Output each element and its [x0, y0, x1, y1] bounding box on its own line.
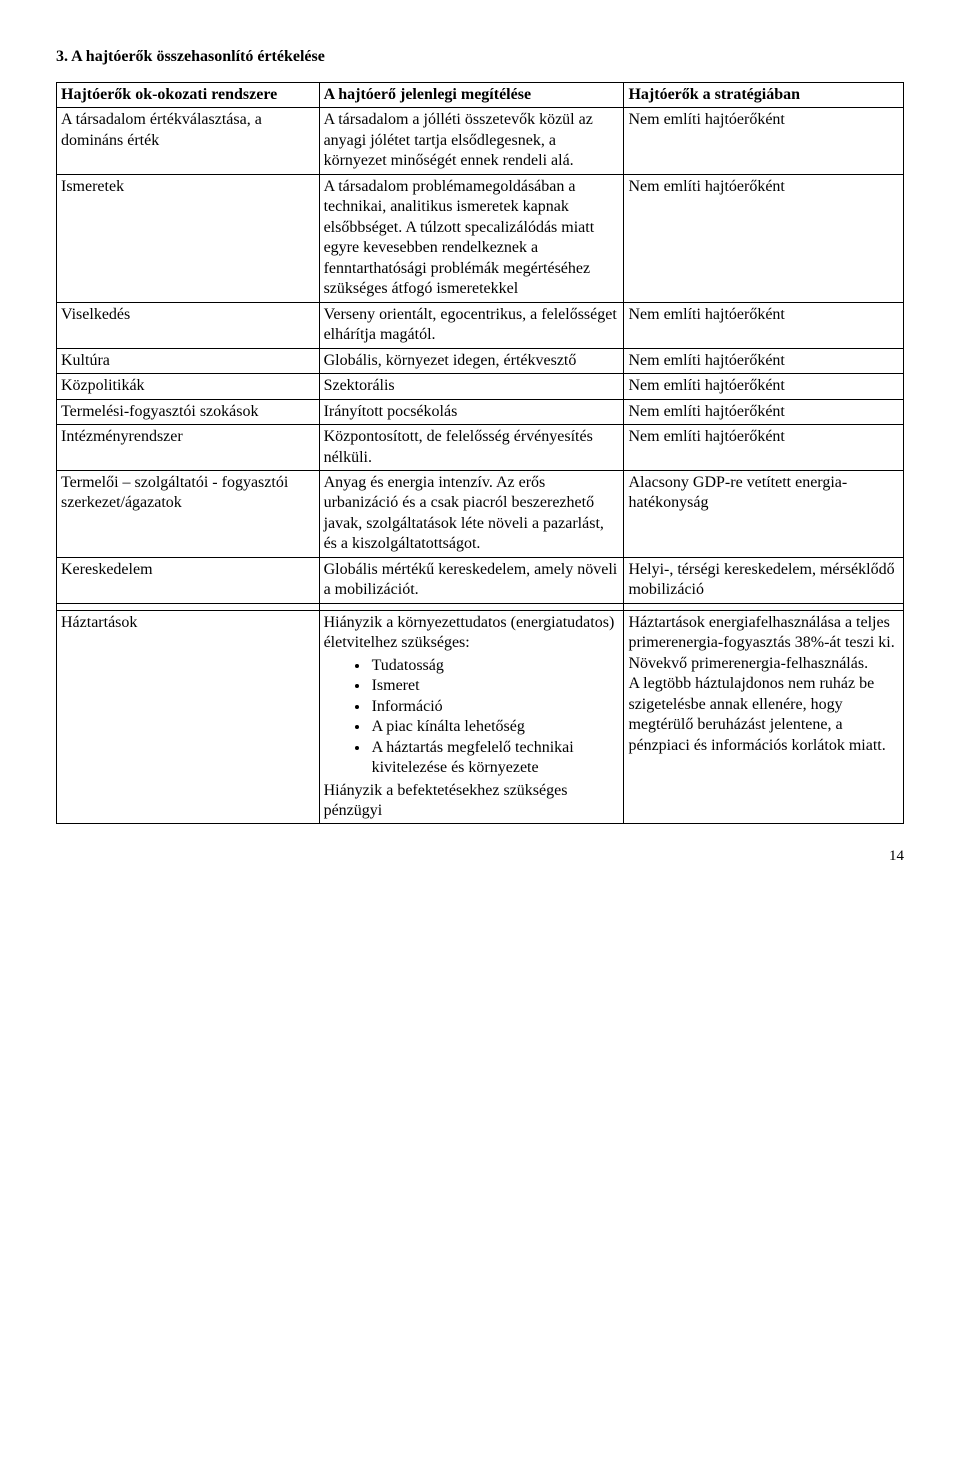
cell-c3: Nem említi hajtóerőként — [624, 174, 904, 302]
cell-c2: Globális, környezet idegen, értékvesztő — [319, 348, 624, 373]
table-row: Viselkedés Verseny orientált, egocentrik… — [57, 302, 904, 348]
cell-c2: Anyag és energia intenzív. Az erős urban… — [319, 470, 624, 557]
list-item: A piac kínálta lehetőség — [370, 717, 620, 737]
page-number: 14 — [56, 848, 904, 865]
table-row: Termelési-fogyasztói szokások Irányított… — [57, 399, 904, 424]
header-col2: A hajtóerő jelenlegi megítélése — [319, 83, 624, 108]
cell-c2: Szektorális — [319, 374, 624, 399]
cell-c2: Irányított pocsékolás — [319, 399, 624, 424]
cell-c2: Központosított, de felelősség érvényesít… — [319, 425, 624, 471]
comparison-table: Hajtóerők ok-okozati rendszere A hajtóer… — [56, 82, 904, 824]
table-row: A társadalom értékválasztása, a domináns… — [57, 108, 904, 174]
table-row: Termelői – szolgáltatói - fogyasztói sze… — [57, 470, 904, 557]
list-item: A háztartás megfelelő technikai kivitele… — [370, 738, 620, 779]
cell-c1: Termelői – szolgáltatói - fogyasztói sze… — [57, 470, 320, 557]
haz-c2-before: Hiányzik a környezettudatos (energiatuda… — [324, 614, 615, 651]
table-row: Közpolitikák Szektorális Nem említi hajt… — [57, 374, 904, 399]
cell-c1: Kultúra — [57, 348, 320, 373]
cell-c1: Ismeretek — [57, 174, 320, 302]
header-col1: Hajtóerők ok-okozati rendszere — [57, 83, 320, 108]
list-item: Információ — [370, 697, 620, 717]
cell-c1: Kereskedelem — [57, 557, 320, 603]
cell-c3: Háztartások energiafelhasználása a telje… — [624, 610, 904, 824]
table-row: Kultúra Globális, környezet idegen, érté… — [57, 348, 904, 373]
cell-c1: Viselkedés — [57, 302, 320, 348]
cell-c1: Közpolitikák — [57, 374, 320, 399]
table-spacer-row — [57, 603, 904, 610]
cell-c3: Nem említi hajtóerőként — [624, 374, 904, 399]
haz-bullet-list: Tudatosság Ismeret Információ A piac kín… — [324, 656, 620, 779]
cell-c2: Verseny orientált, egocentrikus, a felel… — [319, 302, 624, 348]
cell-c2: A társadalom problémamegoldásában a tech… — [319, 174, 624, 302]
table-row-haztartasok: Háztartások Hiányzik a környezettudatos … — [57, 610, 904, 824]
cell-c3: Alacsony GDP-re vetített energia-hatékon… — [624, 470, 904, 557]
cell-c1: Intézményrendszer — [57, 425, 320, 471]
cell-c3: Nem említi hajtóerőként — [624, 302, 904, 348]
cell-c3: Nem említi hajtóerőként — [624, 399, 904, 424]
cell-c2: Globális mértékű kereskedelem, amely növ… — [319, 557, 624, 603]
list-item: Tudatosság — [370, 656, 620, 676]
table-row: Ismeretek A társadalom problémamegoldásá… — [57, 174, 904, 302]
cell-c1: Termelési-fogyasztói szokások — [57, 399, 320, 424]
cell-c1: A társadalom értékválasztása, a domináns… — [57, 108, 320, 174]
table-row: Kereskedelem Globális mértékű kereskedel… — [57, 557, 904, 603]
cell-c2: A társadalom a jólléti összetevők közül … — [319, 108, 624, 174]
haz-c2-after: Hiányzik a befektetésekhez szükséges pén… — [324, 782, 568, 819]
table-row: Intézményrendszer Központosított, de fel… — [57, 425, 904, 471]
cell-c1: Háztartások — [57, 610, 320, 824]
cell-c3: Nem említi hajtóerőként — [624, 108, 904, 174]
section-title: 3. A hajtóerők összehasonlító értékelése — [56, 48, 904, 66]
cell-c3: Helyi-, térségi kereskedelem, mérséklődő… — [624, 557, 904, 603]
header-col3: Hajtóerők a stratégiában — [624, 83, 904, 108]
cell-c3: Nem említi hajtóerőként — [624, 425, 904, 471]
table-header-row: Hajtóerők ok-okozati rendszere A hajtóer… — [57, 83, 904, 108]
list-item: Ismeret — [370, 676, 620, 696]
cell-c3: Nem említi hajtóerőként — [624, 348, 904, 373]
cell-c2: Hiányzik a környezettudatos (energiatuda… — [319, 610, 624, 824]
